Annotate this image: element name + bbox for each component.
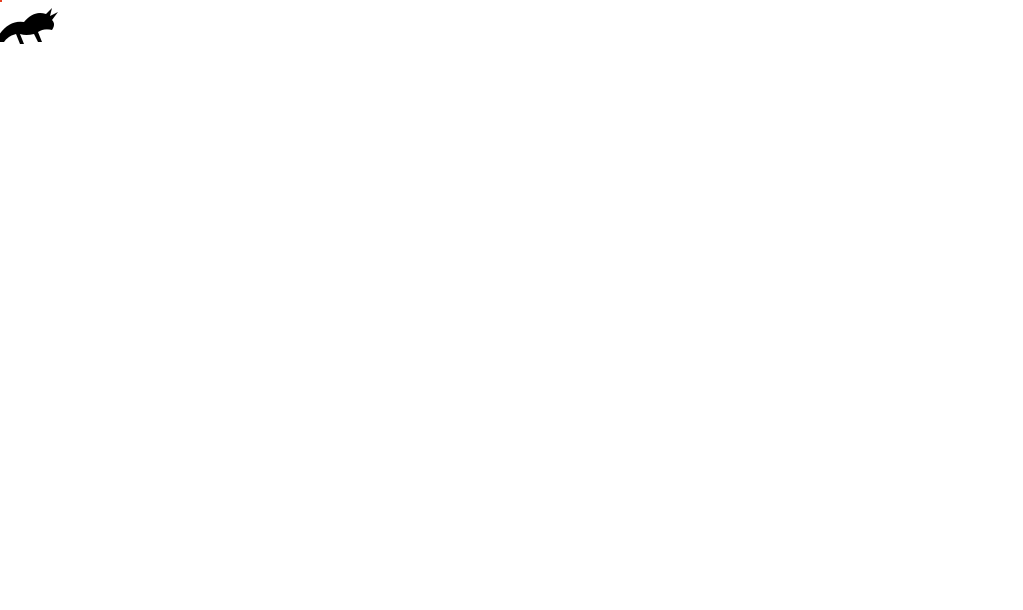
rsi-axis [961, 492, 1023, 588]
main-price-chart[interactable] [0, 0, 960, 490]
price-axis [961, 0, 1023, 490]
current-price-badge [1015, 0, 1023, 2]
time-axis [0, 588, 1023, 610]
chart-header [8, 4, 30, 18]
ohlc-block [8, 4, 30, 16]
rsi-chart[interactable] [0, 492, 960, 588]
